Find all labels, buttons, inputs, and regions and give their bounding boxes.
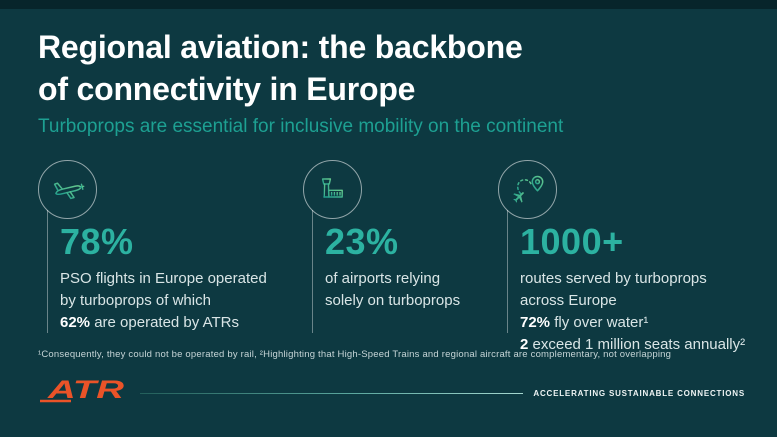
stat-icon-circle	[303, 160, 362, 219]
tagline: ACCELERATING SUSTAINABLE CONNECTIONS	[533, 388, 745, 398]
stat-text-block: 1000+ routes served by turboprops across …	[520, 222, 745, 356]
airport-control-tower-icon	[321, 175, 343, 198]
footer-bar: ATR ACCELERATING SUSTAINABLE CONNECTIONS	[38, 376, 745, 411]
stat-description-line: 62% are operated by ATRs	[60, 314, 239, 331]
stat-text-block: 23% of airports relying solely on turbopr…	[325, 222, 460, 312]
stat-column: 1000+ routes served by turboprops across …	[498, 160, 760, 353]
stat-description-line: of airports relying	[325, 270, 441, 287]
stat-description-line: PSO flights in Europe operated	[60, 270, 267, 287]
stat-description-line: across Europe	[520, 292, 617, 309]
stat-icon-circle	[498, 160, 557, 219]
stat-value: 23%	[325, 221, 399, 262]
stat-description-line: routes served by turboprops	[520, 270, 707, 287]
connector-line	[507, 210, 508, 333]
stat-description-line: by turboprops of which	[60, 292, 211, 309]
turboprop-airplane-icon	[53, 181, 84, 199]
stat-value: 1000+	[520, 221, 624, 262]
connector-line	[312, 210, 313, 333]
stat-description: PSO flights in Europe operated by turbopr…	[60, 268, 267, 334]
stat-column: 78% PSO flights in Europe operated by tur…	[38, 160, 300, 333]
divider-line	[140, 392, 524, 394]
top-edge-shade	[0, 0, 777, 9]
subtitle: Turboprops are essential for inclusive m…	[38, 116, 564, 137]
page-title: Regional aviation: the backbone of conne…	[38, 26, 523, 110]
page-title-line-1: Regional aviation: the backbone	[38, 29, 523, 65]
connector-line	[47, 210, 48, 333]
atr-logo: ATR	[38, 376, 130, 411]
stat-description-line: 2 exceed 1 million seats annually²	[520, 336, 746, 353]
stat-icon-circle	[38, 160, 97, 219]
stat-description-line: solely on turboprops	[325, 292, 461, 309]
stat-description: routes served by turboprops across Europe…	[520, 268, 745, 356]
stats-row: 78% PSO flights in Europe operated by tur…	[0, 160, 777, 353]
atr-logo-text: ATR	[46, 376, 124, 404]
stat-description: of airports relying solely on turboprops	[325, 268, 460, 312]
flight-route-pin-icon	[512, 175, 543, 203]
page-title-line-2: of connectivity in Europe	[38, 71, 416, 107]
stat-column: 23% of airports relying solely on turbopr…	[303, 160, 498, 333]
stat-description-line: 72% fly over water¹	[520, 314, 649, 331]
footnote: ¹Consequently, they could not be operate…	[38, 349, 672, 360]
stat-text-block: 78% PSO flights in Europe operated by tur…	[60, 222, 267, 334]
stat-value: 78%	[60, 221, 134, 262]
